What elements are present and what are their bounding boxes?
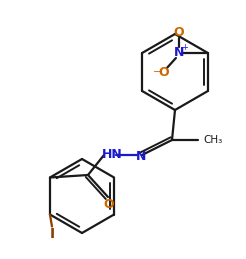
Text: N: N (136, 149, 146, 162)
Text: O: O (104, 198, 114, 211)
Text: O: O (174, 25, 184, 39)
Text: HN: HN (102, 148, 122, 162)
Text: −: − (153, 67, 161, 77)
Text: N: N (174, 47, 184, 60)
Text: CH₃: CH₃ (203, 135, 222, 145)
Text: O: O (159, 66, 169, 78)
Text: I: I (49, 227, 55, 241)
Text: +: + (182, 42, 188, 52)
